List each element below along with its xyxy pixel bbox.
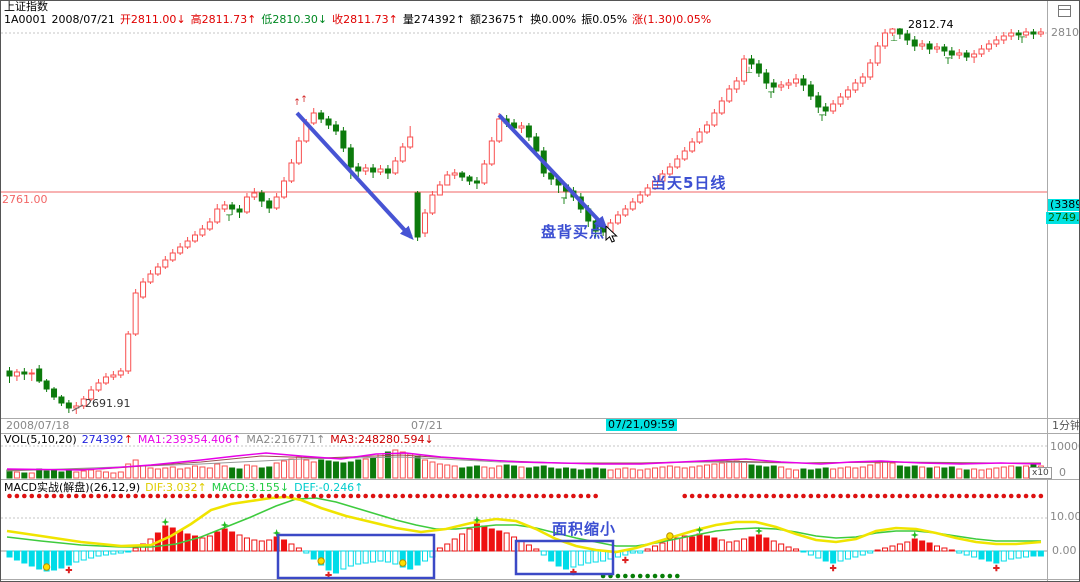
svg-text:⊥: ⊥ (890, 34, 898, 44)
svg-text:↑: ↑ (293, 98, 301, 108)
info-field: MA1:239354.406↑ (137, 433, 242, 446)
tick-count-tag: (3389) (1048, 199, 1079, 211)
trend-arrow-icon: ↓ (424, 433, 434, 446)
info-field: 低2810.30↓ (261, 13, 328, 26)
trend-arrow-icon: ↑ (388, 13, 398, 26)
info-field: 高2811.73↑ (190, 13, 257, 26)
date-axis-highlight: 07/21,09:59 (606, 418, 677, 431)
info-field: VOL(5,10,20) (4, 433, 77, 446)
current-price-axis-label: 2810.4 (1051, 26, 1079, 39)
right-panel-divider (1047, 1, 1048, 581)
trend-arrow-icon: ↑ (316, 433, 326, 446)
area-shrink-annotation: 面积缩小 (552, 520, 617, 538)
trend-arrow-icon: ↑ (455, 13, 466, 26)
svg-text:T: T (225, 214, 232, 224)
period-label[interactable]: 1分钟 (1052, 419, 1080, 432)
info-field: MA3:248280.594↓ (330, 433, 434, 446)
info-field: 2008/07/21 (51, 13, 115, 26)
svg-text:T: T (1018, 36, 1025, 46)
date-axis-left: 2008/07/18 (6, 419, 70, 432)
trend-arrow-icon: ↑ (123, 433, 133, 446)
svg-text:⊥: ⊥ (745, 66, 753, 76)
bottom-border (1, 579, 1079, 580)
volume-scale-badge: x10 (1029, 467, 1052, 479)
svg-text:↑: ↑ (300, 95, 308, 105)
date-axis-bottom-border (1, 433, 1079, 434)
date-axis-mid: 07/21 (411, 419, 443, 432)
svg-text:T: T (560, 197, 567, 207)
info-field: 涨(1.30)0.05% (632, 13, 712, 26)
info-field: DEF:-0.246↑ (294, 481, 364, 494)
volume-zero-label: 0 (1059, 466, 1066, 479)
svg-text:T: T (818, 114, 825, 124)
trend-arrow-icon: ↑ (354, 481, 364, 494)
info-field: 振0.05% (581, 13, 628, 26)
trend-arrow-icon: ↑ (247, 13, 257, 26)
volume-macd-divider (1, 479, 1079, 480)
trend-arrow-icon: ↑ (516, 13, 526, 26)
volume-axis-label: 100000 (1050, 440, 1079, 453)
macd-header: MACD实战(解盘)(26,12,9) DIF:3.032↑ MACD:3.155↓… (4, 482, 368, 494)
macd-axis-10: 10.00 (1050, 510, 1080, 523)
buy-point-annotation: 盘背买点 (541, 223, 606, 241)
info-field: MACD实战(解盘)(26,12,9) (4, 481, 141, 494)
info-field: 换0.00% (530, 13, 577, 26)
quote-info-bar: 1A0001 2008/07/21 开2811.00↓ 高2811.73↑ 低2810.… (4, 14, 716, 26)
last-price-tag: 2749.05 (1046, 212, 1079, 224)
info-field: MA2:216771↑ (246, 433, 326, 446)
svg-text:T: T (767, 91, 774, 101)
main-candlestick-chart[interactable]: T ↑ ↑ T ⊥ T T ⊥ T T (1, 28, 1047, 419)
trend-arrow-icon: ↑ (197, 481, 207, 494)
session-high-label: 2812.74 (908, 18, 954, 31)
info-field: MACD:3.155↓ (211, 481, 290, 494)
info-field: 开2811.00↓ (119, 13, 186, 26)
macd-axis-0: 0.00 (1052, 544, 1077, 557)
session-low-label: 2691.91 (85, 397, 131, 410)
info-field: 收2811.73↑ (332, 13, 398, 26)
trend-arrow-icon: ↓ (279, 481, 290, 494)
info-field: 量274392↑ (402, 13, 466, 26)
window-title: 上证指数 (4, 0, 48, 13)
macd-chart[interactable] (1, 481, 1047, 579)
date-axis-top-border (1, 418, 1079, 419)
volume-header: VOL(5,10,20) 274392↑ MA1:239354.406↑ MA2:21… (4, 434, 439, 446)
window-restore-icon[interactable] (1058, 5, 1071, 17)
info-field: DIF:3.032↑ (145, 481, 207, 494)
ma5-annotation: 当天5日线 (651, 174, 727, 192)
info-field: 额23675↑ (470, 13, 526, 26)
info-field: 1A0001 (4, 13, 47, 26)
info-field: 274392↑ (81, 433, 133, 446)
svg-text:T: T (944, 57, 951, 67)
trend-arrow-icon: ↓ (317, 13, 328, 26)
mouse-cursor-icon (605, 226, 618, 243)
ref-price-label: 2761.00 (2, 193, 48, 206)
trend-arrow-icon: ↑ (232, 433, 242, 446)
trend-arrow-icon: ↓ (176, 13, 186, 26)
volume-chart[interactable] (1, 434, 1047, 479)
